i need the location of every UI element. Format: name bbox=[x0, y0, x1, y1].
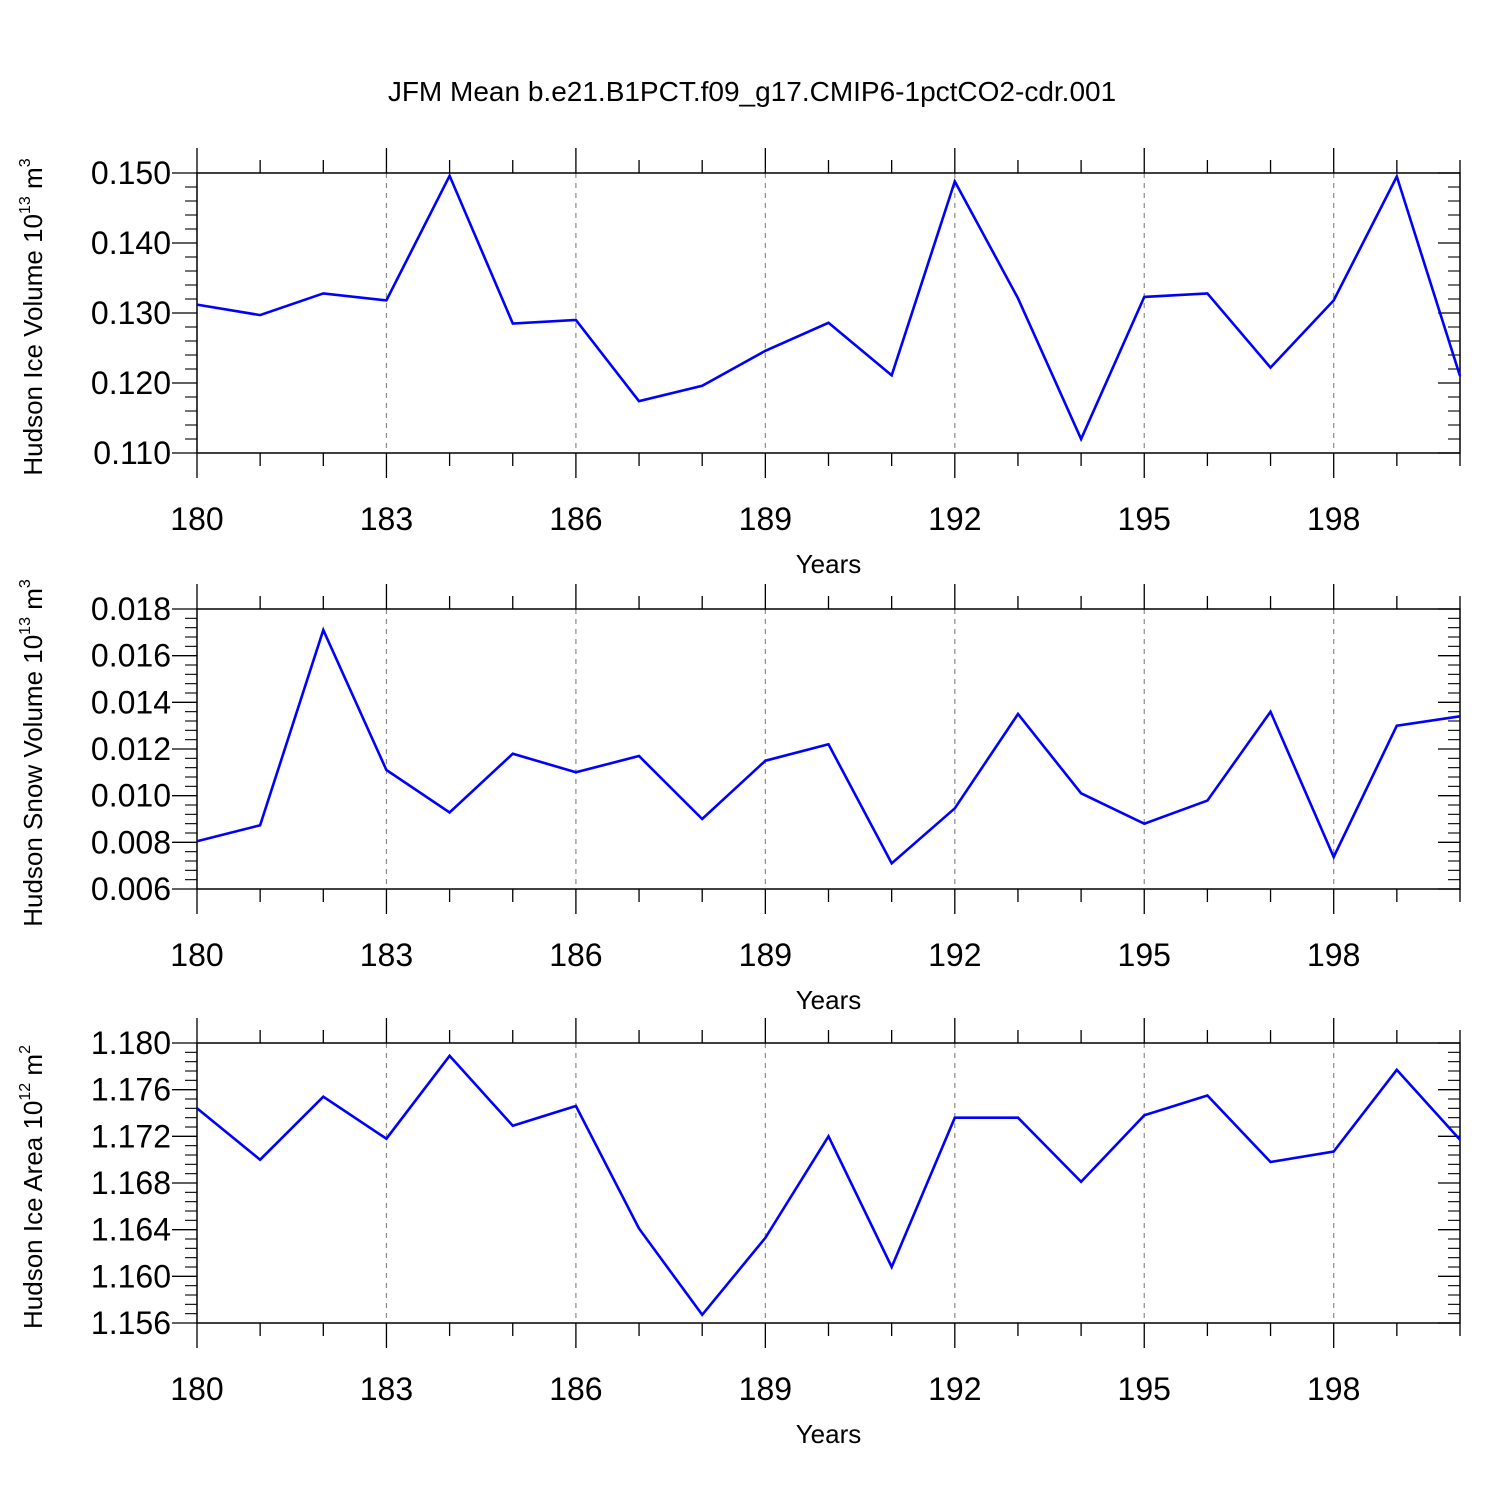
panel-2: 0.006 0.008 0.010 0.012 0.014 0.016 0.018 180 18… bbox=[17, 579, 1461, 1015]
y-tick-label: 0.130 bbox=[91, 295, 171, 331]
y-axis-label: Hudson Ice Area 1012 m2 bbox=[17, 1045, 48, 1329]
x-tick-label: 186 bbox=[549, 1371, 602, 1407]
y-tick-label: 0.110 bbox=[93, 435, 171, 471]
y-tick-label: 1.172 bbox=[91, 1118, 171, 1154]
y-tick-label: 1.180 bbox=[91, 1025, 171, 1061]
x-tick-label: 198 bbox=[1307, 1371, 1360, 1407]
figure-title: JFM Mean b.e21.B1PCT.f09_g17.CMIP6-1pctC… bbox=[388, 76, 1116, 107]
y-tick-label: 1.160 bbox=[91, 1258, 171, 1294]
y-tick-label: 0.016 bbox=[91, 638, 171, 674]
y-axis-label: Hudson Ice Volume 1013 m3 bbox=[17, 158, 48, 475]
x-axis-label: Years bbox=[796, 549, 862, 579]
x-tick-label: 195 bbox=[1118, 1371, 1171, 1407]
panels: 0.110 0.120 0.130 0.140 0.150 180 183 186 189 192… bbox=[17, 148, 1462, 1449]
x-tick-label: 192 bbox=[928, 1371, 981, 1407]
x-tick-label: 189 bbox=[739, 937, 792, 973]
x-tick-label: 192 bbox=[928, 937, 981, 973]
y-tick-label: 0.018 bbox=[91, 591, 171, 627]
x-tick-label: 180 bbox=[170, 937, 223, 973]
y-tick-label: 1.176 bbox=[91, 1072, 171, 1108]
y-tick-label: 0.014 bbox=[91, 684, 171, 720]
x-tick-label: 186 bbox=[549, 937, 602, 973]
series-line bbox=[196, 626, 1461, 866]
panel-3: 1.156 1.160 1.164 1.168 1.172 1.176 1.180 180 18… bbox=[17, 1018, 1461, 1449]
y-tick-label: 0.150 bbox=[91, 155, 171, 191]
y-axis-label: Hudson Snow Volume 1013 m3 bbox=[17, 579, 48, 927]
x-tick-label: 189 bbox=[739, 501, 792, 537]
y-tick-label: 0.008 bbox=[91, 824, 171, 860]
series-line bbox=[196, 172, 1462, 443]
x-tick-label: 180 bbox=[170, 501, 223, 537]
x-axis-label: Years bbox=[796, 985, 862, 1015]
plot-frame bbox=[196, 172, 1461, 454]
y-tick-label: 0.012 bbox=[91, 731, 171, 767]
plot-frame bbox=[196, 608, 1461, 890]
x-tick-label: 180 bbox=[170, 1371, 223, 1407]
y-tick-label: 1.156 bbox=[91, 1305, 171, 1341]
x-tick-label: 195 bbox=[1118, 937, 1171, 973]
x-axis-label: Years bbox=[796, 1419, 862, 1449]
y-tick-label: 0.010 bbox=[91, 778, 171, 814]
x-tick-label: 186 bbox=[549, 501, 602, 537]
y-tick-label: 0.140 bbox=[91, 225, 171, 261]
y-tick-label: 0.006 bbox=[91, 871, 171, 907]
x-tick-label: 198 bbox=[1307, 937, 1360, 973]
x-tick-label: 183 bbox=[360, 501, 413, 537]
x-tick-label: 183 bbox=[360, 937, 413, 973]
x-tick-label: 192 bbox=[928, 501, 981, 537]
x-tick-label: 195 bbox=[1118, 501, 1171, 537]
x-tick-label: 189 bbox=[739, 1371, 792, 1407]
y-tick-label: 1.168 bbox=[91, 1165, 171, 1201]
y-tick-label: 1.164 bbox=[91, 1212, 171, 1248]
panel-1: 0.110 0.120 0.130 0.140 0.150 180 183 186 189 192… bbox=[17, 148, 1462, 579]
x-tick-label: 198 bbox=[1307, 501, 1360, 537]
x-tick-label: 183 bbox=[360, 1371, 413, 1407]
y-tick-label: 0.120 bbox=[91, 365, 171, 401]
plot-frame bbox=[196, 1042, 1461, 1324]
series-line bbox=[196, 1053, 1461, 1317]
